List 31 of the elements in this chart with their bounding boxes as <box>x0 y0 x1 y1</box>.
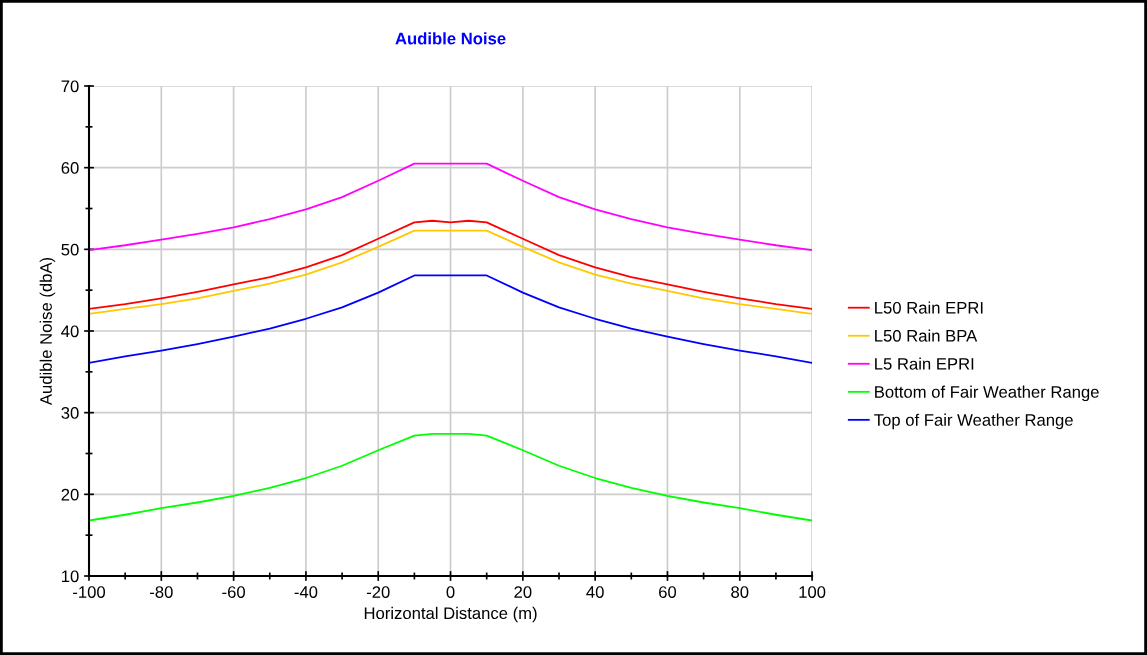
legend-label: Bottom of Fair Weather Range <box>875 385 1099 402</box>
x-tick-label: 100 <box>799 586 826 598</box>
x-tick-label: -40 <box>294 586 318 598</box>
y-tick-label: 10 <box>62 570 79 583</box>
y-tick-label: 70 <box>61 80 79 93</box>
y-tick-label: 30 <box>61 407 79 419</box>
chart-title: Audible Noise <box>395 32 506 45</box>
y-tick-label: 40 <box>61 325 79 338</box>
y-tick-label: 50 <box>61 243 79 256</box>
legend-label: L5 Rain EPRI <box>875 357 974 370</box>
y-axis-title: Audible Noise (dbA) <box>39 257 56 406</box>
line-series <box>89 433 813 522</box>
legend-label: Top of Fair Weather Range <box>874 413 1073 430</box>
line-series <box>89 274 813 364</box>
y-tick-label: 60 <box>61 162 79 174</box>
line-series <box>89 219 813 310</box>
y-tick-label: 20 <box>61 488 79 501</box>
x-tick-label: 60 <box>659 586 677 598</box>
x-tick-label: -60 <box>222 586 246 598</box>
legend-label: L50 Rain EPRI <box>875 301 983 314</box>
x-axis-title: Horizontal Distance (m) <box>364 606 537 623</box>
x-tick-label: 20 <box>514 586 532 598</box>
legend-label: L50 Rain BPA <box>875 329 978 342</box>
x-tick-label: -100 <box>73 586 106 598</box>
x-tick-label: 80 <box>731 586 749 598</box>
x-tick-label: 0 <box>446 586 455 598</box>
line-series <box>89 229 813 315</box>
x-tick-label: -80 <box>150 586 173 598</box>
x-tick-label: 40 <box>586 586 604 598</box>
x-tick-label: -20 <box>366 586 390 598</box>
line-series <box>89 162 813 252</box>
